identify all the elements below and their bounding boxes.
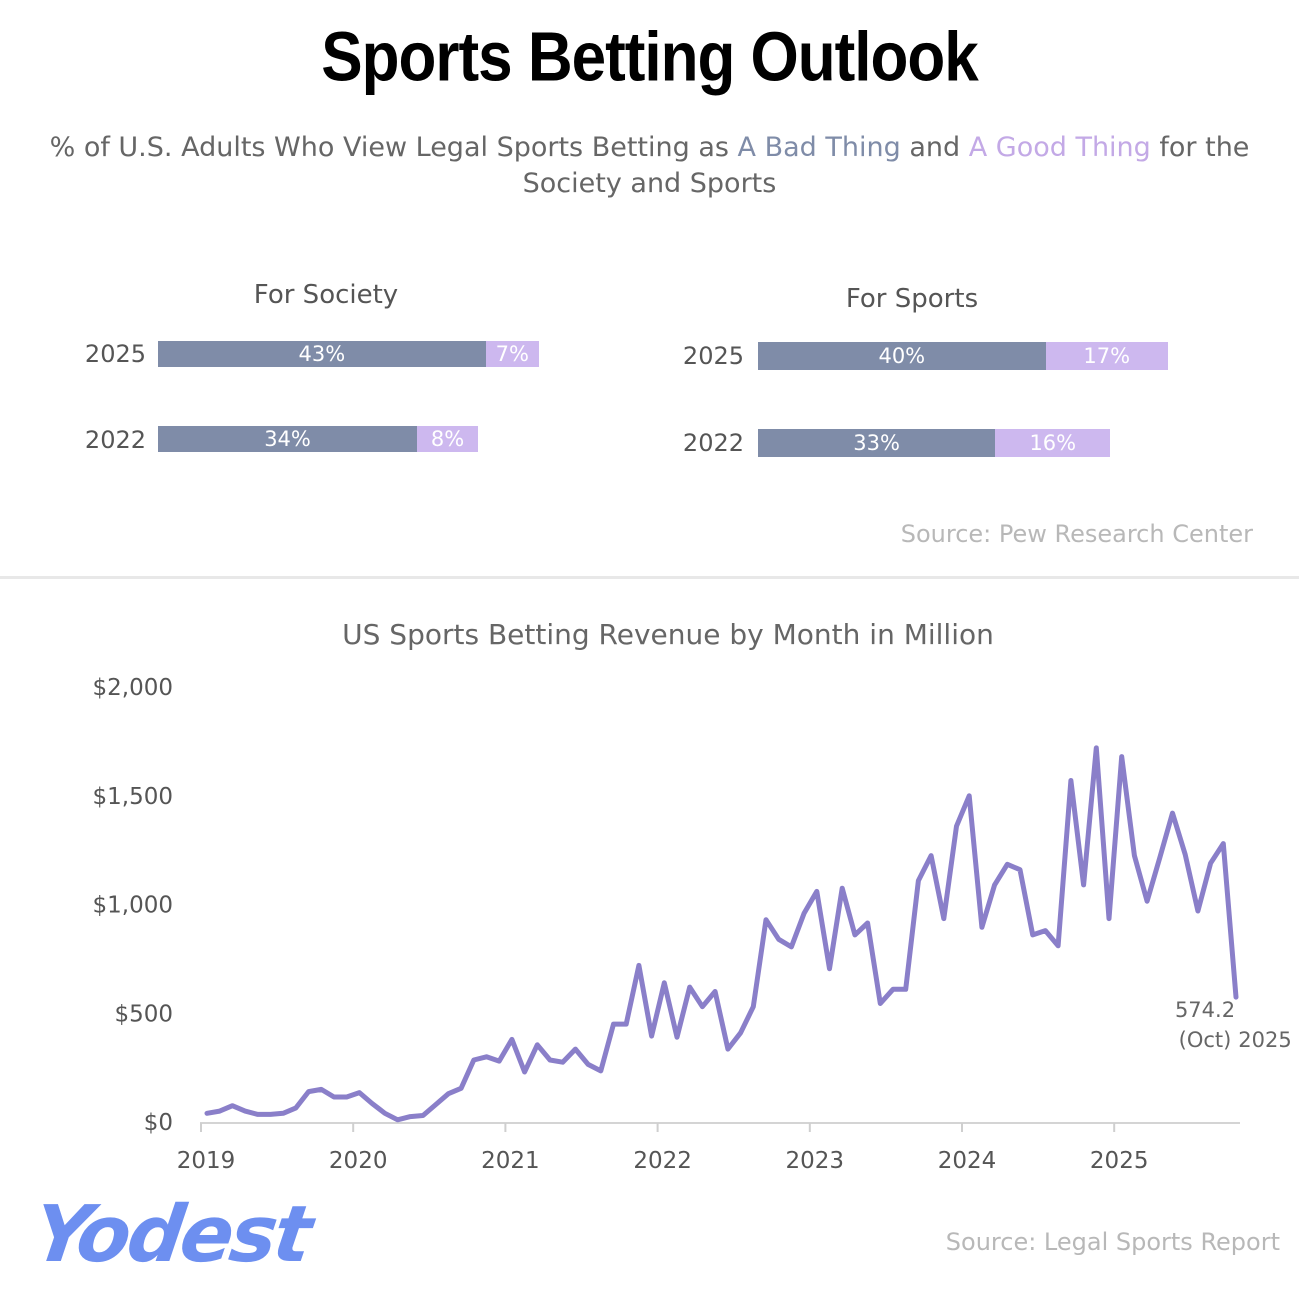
society-row-label-2022: 2022	[84, 426, 146, 454]
x-tick-label: 2024	[938, 1148, 997, 1174]
sports-good-label-2022: 16%	[1029, 431, 1077, 455]
subtitle-bad-thing: A Bad Thing	[737, 132, 901, 163]
y-tick-label: $500	[114, 1001, 173, 1027]
y-tick-label: $0	[144, 1110, 173, 1136]
page-title: Sports Betting Outlook	[321, 18, 979, 97]
sports-bad-bar-2025: 40%	[758, 342, 1046, 370]
end-year-label: 2025	[1238, 1028, 1291, 1052]
x-tick-label: 2019	[177, 1148, 236, 1174]
sports-good-bar-2022: 16%	[995, 429, 1111, 457]
subtitle: % of U.S. Adults Who View Legal Sports B…	[30, 130, 1269, 202]
x-tick-label: 2021	[481, 1148, 540, 1174]
society-bad-label-2025: 43%	[298, 342, 346, 366]
revenue-source: Source: Legal Sports Report	[945, 1228, 1280, 1256]
sports-panel-title: For Sports	[845, 284, 979, 314]
x-tick-label: 2022	[633, 1148, 692, 1174]
sports-bad-label-2022: 33%	[853, 431, 900, 455]
y-tick-label: $2,000	[93, 675, 173, 701]
subtitle-suffix: for the Society and Sports	[522, 132, 1250, 199]
sports-good-bar-2025: 17%	[1045, 342, 1168, 370]
x-tick-label: 2025	[1090, 1148, 1149, 1174]
sports-good-label-2025: 17%	[1083, 344, 1131, 368]
end-value-label: 574.2	[1175, 998, 1235, 1022]
revenue-chart-title: US Sports Betting Revenue by Month in Mi…	[342, 618, 994, 651]
survey-source: Source: Pew Research Center	[900, 520, 1253, 548]
y-tick-label: $1,500	[93, 784, 173, 810]
y-tick-label: $1,000	[93, 893, 173, 919]
sports-bad-label-2025: 40%	[878, 344, 926, 368]
end-period-label: (Oct)	[1179, 1028, 1232, 1052]
society-bad-bar-2025: 43%	[158, 341, 486, 367]
x-tick-label: 2023	[786, 1148, 845, 1174]
revenue-line-chart: $0 $500 $1,000 $1,500 $2,000 2019 2020 2021 2022…	[93, 675, 1292, 1174]
yodest-logo: Yodest	[27, 1190, 315, 1280]
society-bad-label-2022: 34%	[264, 427, 311, 451]
subtitle-good-thing: A Good Thing	[968, 132, 1151, 163]
section-divider	[0, 576, 1299, 579]
society-good-label-2022: 8%	[430, 427, 465, 451]
sports-row-label-2025: 2025	[682, 342, 744, 370]
subtitle-prefix: % of U.S. Adults Who View Legal Sports B…	[49, 132, 738, 163]
society-good-bar-2022: 8%	[417, 426, 479, 452]
subtitle-middle: and	[900, 132, 969, 163]
society-row-label-2025: 2025	[84, 340, 146, 368]
society-panel-title: For Society	[253, 280, 399, 310]
revenue-series-line	[204, 745, 1239, 1123]
sports-row-label-2022: 2022	[682, 429, 744, 457]
society-bad-bar-2022: 34%	[158, 426, 418, 452]
x-tick-label: 2020	[329, 1148, 388, 1174]
society-good-bar-2025: 7%	[485, 341, 539, 367]
sports-bad-bar-2022: 33%	[758, 429, 996, 457]
society-good-label-2025: 7%	[495, 342, 529, 366]
